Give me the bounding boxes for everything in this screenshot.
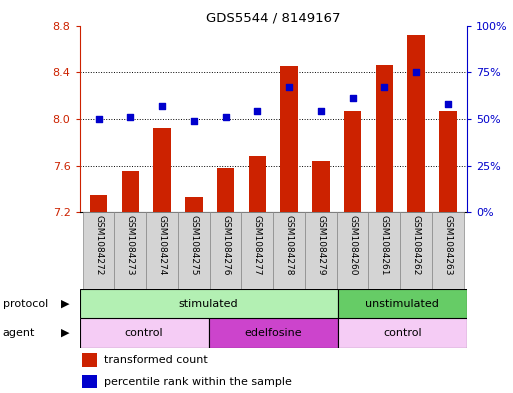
Bar xyxy=(400,212,432,289)
Text: transformed count: transformed count xyxy=(104,355,208,365)
Bar xyxy=(242,212,273,289)
Bar xyxy=(344,111,361,212)
Point xyxy=(380,84,388,90)
Text: GSM1084276: GSM1084276 xyxy=(221,215,230,275)
Text: GSM1084262: GSM1084262 xyxy=(411,215,421,275)
Text: stimulated: stimulated xyxy=(179,299,239,309)
Bar xyxy=(249,156,266,212)
Text: GSM1084261: GSM1084261 xyxy=(380,215,389,275)
Bar xyxy=(114,212,146,289)
Bar xyxy=(82,353,97,367)
Text: GSM1084278: GSM1084278 xyxy=(285,215,293,275)
Point xyxy=(253,108,262,114)
Bar xyxy=(90,195,107,212)
Bar xyxy=(146,212,178,289)
Text: GSM1084263: GSM1084263 xyxy=(443,215,452,275)
Text: GSM1084277: GSM1084277 xyxy=(253,215,262,275)
Text: control: control xyxy=(125,328,163,338)
Bar xyxy=(153,128,171,212)
Text: percentile rank within the sample: percentile rank within the sample xyxy=(104,377,292,387)
Point xyxy=(94,116,103,122)
Text: protocol: protocol xyxy=(3,299,48,309)
Point xyxy=(348,95,357,101)
Bar xyxy=(83,212,114,289)
Point xyxy=(444,101,452,107)
Bar xyxy=(368,212,400,289)
Bar xyxy=(432,212,464,289)
Bar xyxy=(439,111,457,212)
Point xyxy=(285,84,293,90)
Text: GSM1084273: GSM1084273 xyxy=(126,215,135,275)
Bar xyxy=(407,35,425,212)
Text: agent: agent xyxy=(3,328,35,338)
Bar xyxy=(122,171,139,212)
Text: control: control xyxy=(383,328,422,338)
FancyBboxPatch shape xyxy=(209,318,338,348)
Point xyxy=(190,118,198,124)
Text: GSM1084275: GSM1084275 xyxy=(189,215,199,275)
Text: edelfosine: edelfosine xyxy=(244,328,302,338)
Text: GDS5544 / 8149167: GDS5544 / 8149167 xyxy=(206,12,341,25)
Bar xyxy=(376,65,393,212)
Bar xyxy=(273,212,305,289)
FancyBboxPatch shape xyxy=(80,318,209,348)
Bar xyxy=(337,212,368,289)
FancyBboxPatch shape xyxy=(338,289,467,318)
Text: ▶: ▶ xyxy=(61,299,69,309)
Bar xyxy=(178,212,210,289)
Bar xyxy=(210,212,242,289)
Bar xyxy=(312,161,329,212)
Bar xyxy=(185,197,203,212)
Text: unstimulated: unstimulated xyxy=(365,299,439,309)
Text: GSM1084274: GSM1084274 xyxy=(157,215,167,275)
FancyBboxPatch shape xyxy=(338,318,467,348)
Point xyxy=(317,108,325,114)
Text: GSM1084279: GSM1084279 xyxy=(317,215,325,275)
Point xyxy=(222,114,230,120)
Bar xyxy=(280,66,298,212)
Point xyxy=(126,114,134,120)
Bar xyxy=(305,212,337,289)
Bar xyxy=(217,168,234,212)
Point xyxy=(412,69,420,75)
Text: GSM1084272: GSM1084272 xyxy=(94,215,103,275)
Text: GSM1084260: GSM1084260 xyxy=(348,215,357,275)
Text: ▶: ▶ xyxy=(61,328,69,338)
Point xyxy=(158,103,166,109)
Bar xyxy=(82,375,97,388)
FancyBboxPatch shape xyxy=(80,289,338,318)
